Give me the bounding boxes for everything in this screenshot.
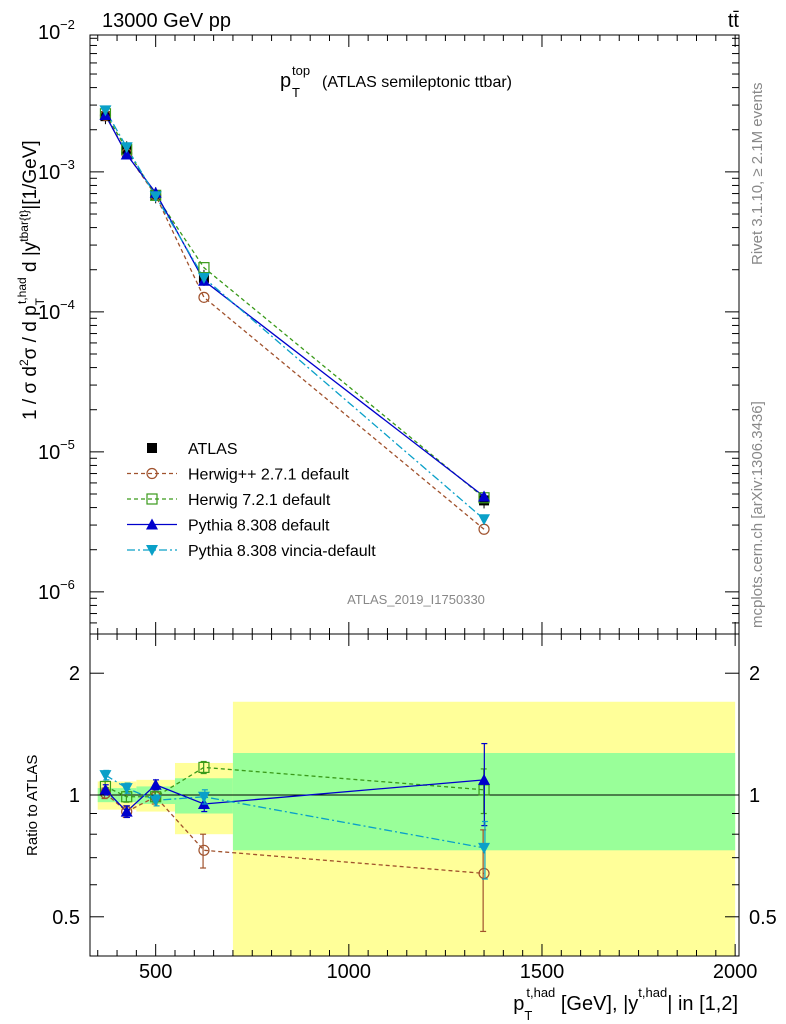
ratio-y-tick-label-right: 0.5	[749, 907, 777, 929]
main-y-tick-exponent: −3	[60, 157, 75, 172]
main-curves	[99, 105, 491, 535]
x-axis-label: pTt,had [GeV], |yt,had| in [1,2]	[513, 985, 738, 1023]
ratio-series-line	[105, 774, 485, 849]
legend-label: Herwig++ 2.7.1 default	[188, 467, 350, 484]
main-y-tick-label: 10	[38, 442, 60, 464]
main-y-tick-label: 10	[38, 302, 60, 324]
x-tick-labels: 500 1000 1500 2000	[139, 961, 757, 983]
ylabel-part-1: 1 / σ d	[20, 366, 41, 420]
ratio-y-tick-label-left: 2	[69, 663, 80, 685]
main-series-line	[104, 110, 485, 520]
ratio-panel: 0.5 0.5 1 1 2 2 500 1000 1500 2000	[52, 633, 777, 983]
main-axis-ticks	[90, 35, 739, 635]
x-tick-label: 1000	[327, 961, 372, 983]
main-y-tick-exponent: −2	[60, 17, 75, 32]
main-y-tick-label: 10	[38, 22, 60, 44]
ratio-plot-frame	[89, 633, 740, 957]
legend-marker	[147, 443, 157, 453]
ratio-series-marker	[149, 778, 162, 790]
main-y-axis-label: 1 / σ d2σ / d pTt,had d |ytbar{t}|[1/GeV…	[15, 140, 47, 420]
ratio-series-marker	[149, 795, 162, 807]
main-y-tick-label: 10	[38, 582, 60, 604]
ylabel-sup-thad: t,had	[15, 277, 29, 304]
x-tick-label: 1500	[520, 961, 565, 983]
ylabel-sub-t: T	[33, 297, 47, 305]
ratio-uncertainty-bands	[97, 701, 736, 956]
title-sup: top	[292, 63, 310, 78]
ratio-curves	[99, 742, 491, 933]
legend-marker	[146, 545, 158, 556]
ratio-series-marker	[120, 783, 133, 795]
ylabel-part-4: |[1/GeV]	[20, 140, 41, 209]
main-series-line	[104, 114, 485, 498]
legend-marker	[146, 518, 158, 530]
ratio-y-tick-label-left: 1	[69, 785, 80, 807]
legend-marker	[146, 493, 158, 505]
ratio-y-tick-labels: 0.5 0.5 1 1 2 2	[52, 663, 777, 929]
ratio-series-marker	[478, 842, 491, 854]
ratio-series-marker	[120, 805, 133, 817]
xlabel-end: | in [1,2]	[667, 993, 738, 1015]
main-y-tick-exponent: −6	[60, 577, 75, 592]
xlabel-rest: [GeV], |y	[555, 993, 638, 1015]
main-series-marker	[120, 148, 133, 160]
xlabel-sup2: t,had	[638, 985, 667, 1000]
plot-title: p	[280, 70, 291, 92]
ratio-series-marker	[198, 844, 210, 856]
ratio-y-axis-label: Ratio to ATLAS	[24, 755, 41, 856]
analysis-label: ATLAS_2019_I1750330	[347, 592, 485, 607]
main-series-marker	[198, 262, 210, 274]
main-y-tick-label: 10	[38, 162, 60, 184]
legend-marker	[146, 467, 158, 480]
main-series-marker	[197, 272, 210, 284]
ylabel-part-3: d |y	[20, 241, 41, 277]
legend-label: Pythia 8.308 vincia-default	[188, 543, 376, 560]
energy-label: 13000 GeV pp	[102, 10, 231, 32]
main-series-marker	[478, 490, 491, 502]
legend: ATLAS Herwig++ 2.7.1 default Herwig 7.2.1 …	[127, 441, 376, 560]
x-tick-label: 500	[139, 961, 172, 983]
main-series-marker	[478, 514, 491, 526]
main-series-marker	[198, 291, 210, 303]
title-main: p	[280, 70, 291, 92]
ylabel-part-2: σ / d p	[20, 305, 41, 359]
ratio-y-tick-label-left: 0.5	[52, 907, 80, 929]
ratio-y-tick-label-right: 2	[749, 663, 760, 685]
main-series-marker	[99, 105, 112, 117]
mcplots-label: mcplots.cern.ch [arXiv:1306.3436]	[749, 401, 766, 628]
ratio-series-marker	[197, 791, 210, 803]
main-series-marker	[149, 191, 162, 203]
rivet-label: Rivet 3.1.10, ≥ 2.1M events	[749, 83, 766, 266]
ratio-series-marker	[99, 770, 112, 782]
ylabel-sup-2: 2	[17, 359, 31, 366]
main-y-tick-labels: 10−610−510−410−310−2	[38, 17, 75, 604]
title-sub: T	[292, 85, 300, 100]
xlabel-main: p	[513, 993, 524, 1015]
ylabel-sup-ttbar: tbar{t}	[17, 210, 31, 242]
x-tick-label: 2000	[713, 961, 758, 983]
ratio-series-marker	[478, 773, 491, 785]
xlabel-sup: t,had	[526, 985, 555, 1000]
legend-label: Pythia 8.308 default	[188, 518, 330, 535]
ratio-y-tick-label-right: 1	[749, 785, 760, 807]
process-label: tt̄	[728, 10, 740, 32]
main-series-line	[104, 113, 485, 499]
xlabel-sub: T	[524, 1008, 532, 1023]
ratio-series-line	[105, 792, 485, 875]
ratio-axis-ticks	[90, 634, 739, 957]
ratio-series-marker	[198, 761, 210, 774]
title-rest: (ATLAS semileptonic ttbar)	[322, 74, 512, 91]
legend-label: Herwig 7.2.1 default	[188, 492, 331, 509]
main-panel: 10−610−510−410−310−2 p top T (ATLAS semi…	[38, 17, 740, 635]
main-series-marker	[120, 142, 133, 154]
main-y-tick-exponent: −4	[60, 297, 75, 312]
main-y-tick-exponent: −5	[60, 437, 75, 452]
ratio-series-marker	[99, 783, 112, 795]
legend-label: ATLAS	[188, 441, 238, 458]
